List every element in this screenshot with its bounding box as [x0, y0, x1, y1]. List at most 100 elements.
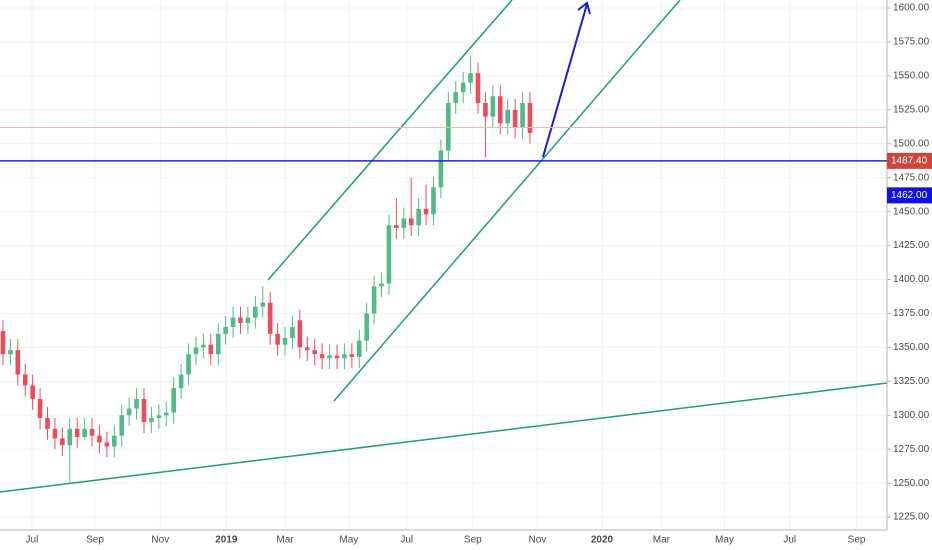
- drawings: [0, 0, 888, 493]
- candle-body: [349, 354, 355, 357]
- y-tick-label: 1525.00: [893, 104, 930, 115]
- candle-body: [282, 337, 288, 345]
- x-tick-label: May: [715, 535, 734, 546]
- candle-body: [60, 438, 65, 446]
- y-tick-label: 1300.00: [893, 410, 930, 421]
- x-tick-label: 2020: [591, 535, 614, 546]
- candle-body: [119, 415, 125, 436]
- candle-body: [312, 350, 318, 355]
- candle-body: [15, 350, 21, 375]
- candle-body: [201, 344, 206, 348]
- candle-body: [468, 73, 473, 83]
- candle-body: [490, 96, 496, 117]
- x-tick-label: Sep: [86, 535, 104, 546]
- candle-body: [431, 187, 436, 215]
- channel-upper: [267, 0, 513, 281]
- y-tick-label: 1550.00: [893, 71, 930, 82]
- candle-body: [260, 302, 266, 307]
- x-tick-label: May: [339, 535, 358, 546]
- y-tick-label: 1575.00: [893, 37, 930, 48]
- candle-body: [505, 109, 511, 124]
- candle-body: [342, 354, 347, 359]
- y-tick-label: 1225.00: [893, 512, 930, 523]
- candle-body: [475, 73, 481, 104]
- candle-body: [253, 306, 258, 318]
- candle-body: [149, 417, 154, 423]
- candle-body: [8, 350, 13, 355]
- candle-body: [156, 415, 162, 418]
- candle-body: [223, 327, 228, 334]
- candle-body: [275, 333, 280, 345]
- candle-body: [386, 225, 392, 284]
- candle-body: [178, 374, 184, 389]
- candles: [0, 55, 533, 484]
- candle-body: [89, 428, 95, 436]
- candle-body: [460, 82, 466, 93]
- candle-body: [193, 347, 199, 355]
- candle-body: [0, 331, 6, 355]
- candle-body: [267, 302, 273, 334]
- candle-body: [423, 208, 429, 215]
- channel-lower: [333, 0, 681, 402]
- candle-body: [74, 428, 80, 438]
- y-tick-label: 1400.00: [893, 274, 930, 285]
- y-tick-label: 1250.00: [893, 478, 930, 489]
- candle-body: [290, 327, 295, 338]
- candle-body: [45, 417, 50, 429]
- x-tick-label: 2019: [215, 535, 238, 546]
- y-tick-label: 1600.00: [893, 3, 930, 14]
- price-label: 1462.00: [891, 190, 928, 201]
- candle-body: [245, 317, 251, 323]
- arrow-head: [577, 1, 591, 15]
- candle-body: [483, 103, 488, 117]
- support-line: [0, 382, 888, 493]
- x-tick-label: Mar: [653, 535, 671, 546]
- candle-body: [327, 355, 332, 359]
- x-tick-label: Mar: [276, 535, 294, 546]
- candle-body: [186, 354, 191, 375]
- y-tick-label: 1275.00: [893, 444, 930, 455]
- candle-body: [304, 347, 310, 351]
- y-tick-label: 1475.00: [893, 172, 930, 183]
- candle-body: [394, 225, 399, 228]
- candle-body: [37, 398, 43, 418]
- candle-body: [141, 398, 147, 423]
- price-label: 1487.40: [891, 156, 928, 167]
- candle-body: [30, 385, 35, 399]
- candle-body: [356, 340, 362, 357]
- candle-body: [171, 388, 176, 413]
- candle-body: [230, 317, 236, 328]
- candle-body: [364, 313, 369, 341]
- x-tick-label: Nov: [528, 535, 546, 546]
- candle-body: [527, 103, 533, 133]
- y-tick-label: 1450.00: [893, 206, 930, 217]
- candle-body: [453, 92, 459, 104]
- candle-body: [82, 428, 87, 438]
- candle-body: [238, 317, 243, 323]
- candle-body: [446, 103, 451, 151]
- candle-body: [134, 398, 139, 409]
- y-tick-label: 1350.00: [893, 342, 930, 353]
- candle-body: [163, 412, 169, 416]
- candle-body: [67, 428, 73, 446]
- candle-body: [408, 218, 414, 226]
- candle-body: [22, 374, 28, 386]
- candle-body: [512, 109, 518, 128]
- forecast-arrow: [542, 3, 588, 158]
- y-tick-label: 1325.00: [893, 376, 930, 387]
- candle-body: [104, 442, 110, 447]
- candle-body: [334, 355, 340, 359]
- candle-body: [208, 344, 214, 355]
- candle-body: [401, 218, 407, 228]
- candle-body: [52, 428, 58, 439]
- x-tick-label: Jul: [26, 535, 39, 546]
- x-tick-label: Sep: [464, 535, 482, 546]
- y-tick-label: 1500.00: [893, 138, 930, 149]
- x-tick-label: Nov: [151, 535, 169, 546]
- candle-body: [379, 283, 384, 287]
- candle-body: [520, 103, 525, 128]
- candle-body: [97, 435, 102, 443]
- candle-body: [438, 150, 444, 188]
